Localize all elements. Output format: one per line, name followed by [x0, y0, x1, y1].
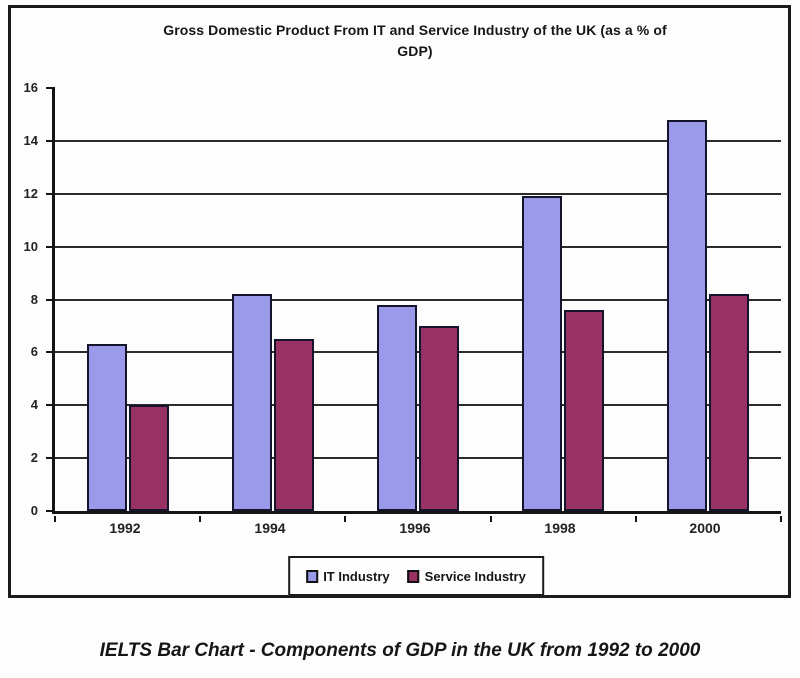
- bar-it-industry-1996: [377, 305, 417, 511]
- bar-service-industry-2000: [709, 294, 749, 511]
- y-tick-14: [46, 140, 55, 142]
- legend-item-it-industry: IT Industry: [306, 568, 390, 584]
- gridline-6: [55, 351, 781, 353]
- x-axis-labels: 1992 1994 1996 1998 2000: [52, 520, 778, 544]
- bar-service-industry-1992: [129, 405, 169, 511]
- x-tick-5: [780, 516, 782, 522]
- bar-it-industry-1994: [232, 294, 272, 511]
- legend-item-service-industry: Service Industry: [407, 568, 526, 584]
- bar-it-industry-1992: [87, 344, 127, 511]
- y-axis-label-6: 6: [30, 344, 38, 359]
- chart-title-line1: Gross Domestic Product From IT and Servi…: [163, 22, 667, 38]
- legend-marker-icon: [407, 569, 420, 583]
- y-axis-label-10: 10: [23, 239, 38, 254]
- gridline-14: [55, 140, 781, 142]
- bar-service-industry-1996: [419, 326, 459, 511]
- x-axis-label-1994: 1994: [254, 520, 286, 536]
- y-tick-12: [46, 193, 55, 195]
- y-tick-4: [46, 404, 55, 406]
- y-tick-16: [46, 87, 55, 89]
- legend-label: IT Industry: [323, 568, 390, 584]
- gridline-10: [55, 246, 781, 248]
- x-tick-2: [344, 516, 346, 522]
- y-axis-labels: 0 2 4 6 8 10 12 14 16: [4, 80, 44, 518]
- x-axis-label-1996: 1996: [399, 520, 431, 536]
- bar-service-industry-1994: [274, 339, 314, 511]
- legend-marker-icon: [306, 569, 319, 583]
- x-axis-label-1998: 1998: [544, 520, 576, 536]
- chart-title-line2: GDP): [397, 43, 433, 59]
- gridline-4: [55, 404, 781, 406]
- caption: IELTS Bar Chart - Components of GDP in t…: [99, 640, 701, 661]
- x-tick-4: [635, 516, 637, 522]
- x-tick-0: [54, 516, 56, 522]
- x-axis-label-1992: 1992: [109, 520, 141, 536]
- y-tick-10: [46, 246, 55, 248]
- legend-label: Service Industry: [424, 568, 526, 584]
- y-axis-label-16: 16: [23, 80, 38, 95]
- gridline-8: [55, 299, 781, 301]
- bar-it-industry-2000: [667, 120, 707, 511]
- y-axis-label-8: 8: [30, 292, 38, 307]
- legend: IT Industry Service Industry: [288, 556, 544, 596]
- bar-service-industry-1998: [564, 310, 604, 511]
- y-axis-label-2: 2: [30, 450, 38, 465]
- plot-area: [46, 87, 782, 522]
- y-tick-0: [46, 510, 55, 512]
- y-tick-2: [46, 457, 55, 459]
- x-tick-1: [199, 516, 201, 522]
- gridline-12: [55, 193, 781, 195]
- chart-title: Gross Domestic Product From IT and Servi…: [52, 20, 778, 62]
- y-axis-label-0: 0: [30, 503, 38, 518]
- x-tick-3: [490, 516, 492, 522]
- y-tick-6: [46, 351, 55, 353]
- y-tick-8: [46, 299, 55, 301]
- y-axis-label-4: 4: [30, 397, 38, 412]
- y-axis-label-12: 12: [23, 186, 38, 201]
- x-axis-label-2000: 2000: [689, 520, 721, 536]
- bar-it-industry-1998: [522, 196, 562, 511]
- y-axis-label-14: 14: [23, 133, 38, 148]
- gridline-2: [55, 457, 781, 459]
